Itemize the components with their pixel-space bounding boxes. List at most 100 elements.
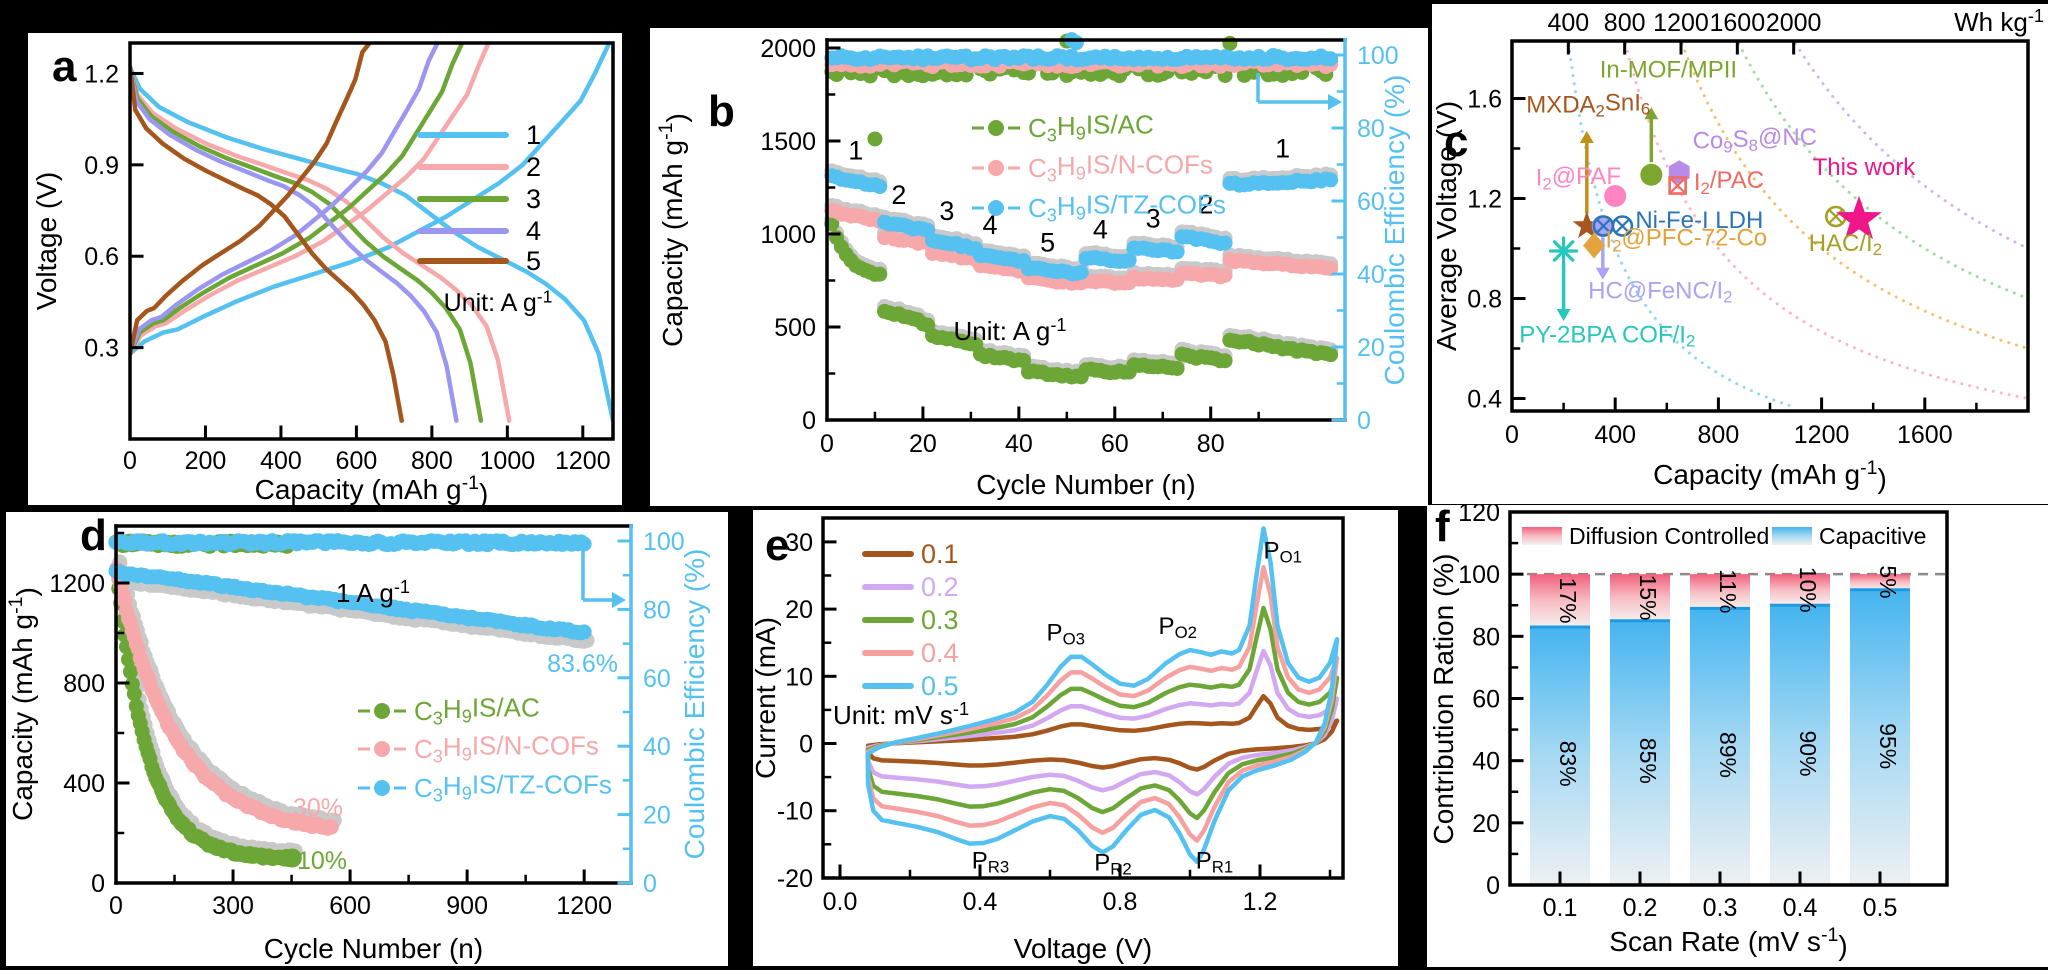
svg-text:400: 400: [1547, 9, 1589, 37]
e-axes: 0.0 0.4 0.8 1.2 -20 -10 0 10 20 30: [777, 516, 1345, 916]
svg-text:Capacitive: Capacitive: [1819, 523, 1926, 549]
panel-c: c PY-2BPA COF/I2 MXDA2SnI6 HC@FeNC/I2 Ni-Fe…: [1432, 4, 2048, 504]
svg-text:0.0: 0.0: [823, 888, 858, 916]
panel-b: b 1 2 3 4 5 4 3 2 1 0 20 40 60 80 0 500 1000 1500 2000 0 20 4…: [650, 28, 1428, 506]
svg-text:20: 20: [1472, 810, 1500, 838]
svg-text:2000: 2000: [1766, 9, 1822, 37]
f-bars: 83% 17% 85% 15% 89% 11% 90% 10% 95% 5%: [1530, 565, 1910, 885]
svg-text:0.3: 0.3: [84, 335, 119, 363]
svg-text:5%: 5%: [1875, 565, 1901, 598]
svg-text:Unit: A g-1: Unit: A g-1: [953, 315, 1066, 346]
svg-text:900: 900: [446, 892, 488, 920]
svg-text:0.4: 0.4: [963, 888, 998, 916]
svg-text:60: 60: [1357, 188, 1385, 216]
svg-text:0: 0: [123, 447, 137, 475]
svg-text:200: 200: [185, 447, 227, 475]
svg-text:Unit: mV s-1: Unit: mV s-1: [833, 699, 969, 730]
svg-text:1.6: 1.6: [1467, 86, 1502, 114]
svg-text:0: 0: [799, 731, 813, 759]
svg-text:MXDA2SnI6: MXDA2SnI6: [1526, 90, 1650, 121]
svg-text:0.2: 0.2: [1623, 894, 1658, 922]
svg-text:Coulombic Efficiency (%): Coulombic Efficiency (%): [1379, 75, 1410, 386]
svg-text:C3H9IS/N-COFs: C3H9IS/N-COFs: [1028, 149, 1213, 185]
b-axes: 0 20 40 60 80 0 500 1000 1500 2000 0 20 40 60 80 100: [760, 35, 1398, 458]
e-curves: [865, 526, 1340, 865]
d-ce-arrow: [581, 550, 626, 608]
svg-text:30%: 30%: [293, 794, 343, 822]
svg-text:0: 0: [109, 892, 123, 920]
svg-text:Capacity (mAh g-1): Capacity (mAh g-1): [6, 587, 42, 821]
svg-text:600: 600: [336, 447, 378, 475]
svg-text:20: 20: [909, 430, 937, 458]
f-legend: Diffusion Controlled Capacitive: [1522, 523, 1926, 549]
svg-text:1000: 1000: [760, 221, 816, 249]
svg-text:0.4: 0.4: [1783, 894, 1818, 922]
svg-text:400: 400: [1594, 421, 1636, 449]
svg-text:80: 80: [1472, 623, 1500, 651]
svg-text:Contribution Ration (%): Contribution Ration (%): [1428, 553, 1459, 844]
svg-text:10%: 10%: [1795, 567, 1821, 613]
svg-text:30: 30: [785, 529, 813, 557]
svg-text:0: 0: [1486, 872, 1500, 900]
svg-text:0: 0: [1505, 421, 1519, 449]
f-axes: 0 20 40 60 80 100 120 0.1 0.2 0.3 0.4 0.5: [1458, 505, 1949, 922]
svg-text:0.9: 0.9: [84, 152, 119, 180]
svg-text:0: 0: [802, 407, 816, 435]
svg-text:0.1: 0.1: [1543, 894, 1578, 922]
svg-text:PY-2BPA COF/I2: PY-2BPA COF/I2: [1519, 321, 1695, 350]
svg-text:Current (mA): Current (mA): [753, 617, 781, 779]
svg-text:85%: 85%: [1635, 738, 1661, 784]
svg-text:1200: 1200: [49, 570, 105, 598]
b-legend: C3H9IS/AC C3H9IS/N-COFs C3H9IS/TZ-COFs: [972, 109, 1226, 225]
svg-text:100: 100: [1458, 561, 1500, 589]
panel-a-letter: a: [52, 42, 77, 91]
svg-text:83%: 83%: [1555, 741, 1581, 787]
svg-text:This work: This work: [1813, 154, 1917, 181]
svg-text:0: 0: [643, 870, 657, 898]
svg-text:1500: 1500: [760, 128, 816, 156]
panel-d-chart: 1 A g-183.6%30%10%0 300 600 900 120004008001…: [6, 524, 710, 964]
svg-text:2: 2: [1198, 190, 1213, 220]
svg-text:0.5: 0.5: [1863, 894, 1898, 922]
e-legend: 0.10.20.30.40.5: [862, 539, 959, 701]
svg-text:Voltage (V): Voltage (V): [1014, 933, 1153, 964]
svg-text:PR1: PR1: [1196, 847, 1233, 876]
svg-text:1200: 1200: [1794, 421, 1850, 449]
svg-text:120: 120: [1458, 505, 1500, 527]
svg-text:1600: 1600: [1897, 421, 1953, 449]
svg-text:C3H9IS/N-COFs: C3H9IS/N-COFs: [414, 730, 599, 766]
panel-b-letter: b: [708, 87, 735, 136]
svg-text:-10: -10: [777, 798, 813, 826]
svg-text:40: 40: [1005, 430, 1033, 458]
svg-text:0.8: 0.8: [1467, 286, 1502, 314]
svg-text:800: 800: [1698, 421, 1740, 449]
svg-text:80: 80: [1197, 430, 1225, 458]
a-series: [130, 43, 613, 423]
svg-text:HAC/I2: HAC/I2: [1809, 230, 1882, 259]
svg-text:Average Voltage (V): Average Voltage (V): [1432, 101, 1462, 351]
svg-text:0.5: 0.5: [921, 671, 959, 701]
svg-text:C3H9IS/AC: C3H9IS/AC: [414, 692, 540, 728]
svg-text:0: 0: [1357, 407, 1371, 435]
svg-text:1.2: 1.2: [1243, 888, 1278, 916]
svg-text:2: 2: [891, 180, 906, 210]
svg-text:1: 1: [1275, 134, 1290, 164]
svg-text:80: 80: [643, 596, 671, 624]
panel-c-chart: PY-2BPA COF/I2 MXDA2SnI6 HC@FeNC/I2 Ni-Fe-I…: [1432, 6, 2044, 494]
svg-text:20: 20: [643, 802, 671, 830]
svg-text:15%: 15%: [1635, 574, 1661, 620]
svg-text:PO1: PO1: [1264, 538, 1302, 567]
svg-text:1200: 1200: [555, 447, 611, 475]
svg-text:In-MOF/MPII: In-MOF/MPII: [1600, 56, 1737, 83]
panel-d: d 1 A g-1 83.6% 30% 10% 0 300 600 900 1200 0 400 80…: [6, 512, 728, 966]
svg-text:0.4: 0.4: [1467, 386, 1502, 414]
svg-text:0.8: 0.8: [1103, 888, 1138, 916]
d-axes: 0 300 600 900 1200 0 400 800 1200 0 20 40 60 80 100: [49, 524, 685, 920]
svg-text:100: 100: [643, 528, 685, 556]
svg-text:1: 1: [848, 136, 863, 166]
svg-text:10: 10: [785, 663, 813, 691]
svg-text:800: 800: [411, 447, 453, 475]
